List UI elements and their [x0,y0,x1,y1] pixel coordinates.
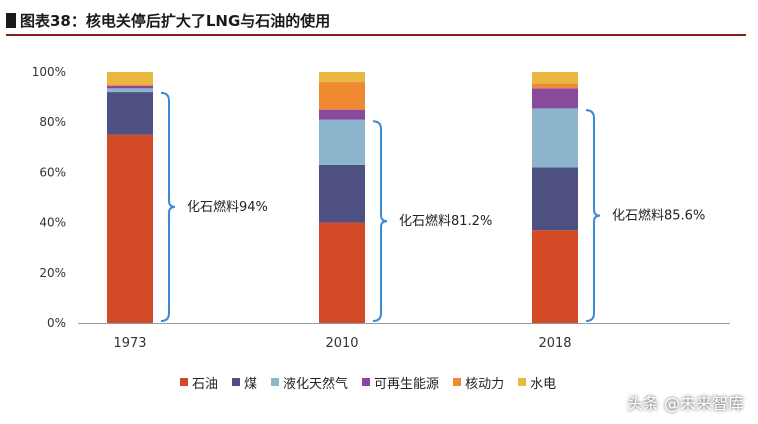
legend-label: 石油 [192,376,219,392]
bar-segment-1973-5 [107,72,153,85]
y-tick-label: 0% [47,316,66,330]
bar-segment-2018-0 [532,230,578,323]
legend-swatch [453,378,462,386]
y-tick-label: 100% [32,65,66,79]
legend-swatch [232,378,241,386]
legend-swatch [362,378,371,386]
legend-swatch [518,378,527,386]
annotation-bracket [160,91,176,322]
annotation-label: 化石燃料94% [187,199,268,215]
bar-segment-2010-0 [319,222,365,323]
bar-segment-1973-4 [107,84,153,86]
bar-segment-1973-2 [107,88,153,93]
title-marker [6,12,16,28]
bar-segment-2018-4 [532,83,578,89]
bar-segment-2010-4 [319,82,365,110]
annotation-bracket [372,120,388,322]
chart-title: 图表38：核电关停后扩大了LNG与石油的使用 [20,11,331,30]
x-tick-label: 2010 [325,336,358,351]
bar-segment-2018-5 [532,72,578,84]
bar-segment-2010-3 [319,109,365,120]
y-tick-label: 60% [39,165,66,179]
bar-segment-2010-2 [319,119,365,165]
title-divider [6,34,746,36]
legend-label: 液化天然气 [283,376,349,392]
legend-item: 石油 [180,373,218,392]
legend-swatch [271,378,280,386]
legend-item: 煤 [232,373,257,392]
x-tick-label: 1973 [113,336,146,351]
legend-item: 液化天然气 [271,373,348,392]
y-tick-label: 40% [39,216,66,230]
legend-label: 核动力 [465,376,505,392]
annotation-label: 化石燃料81.2% [399,213,492,229]
bar-segment-1973-3 [107,85,153,89]
legend-swatch [180,378,188,386]
x-tick-label: 2018 [538,336,571,351]
bar-segment-2010-1 [319,164,365,223]
bar-segment-2018-3 [532,88,578,109]
legend-label: 水电 [530,376,557,392]
bar-segment-2018-2 [532,108,578,168]
bar-segment-2010-5 [319,72,365,83]
legend-label: 可再生能源 [374,376,440,392]
bar-segment-1973-1 [107,92,153,135]
legend-label: 煤 [244,376,258,392]
legend-item: 核动力 [453,373,504,392]
bar-segment-1973-0 [107,134,153,323]
chart-title-row: 图表38：核电关停后扩大了LNG与石油的使用 [6,8,746,32]
annotation-bracket [585,109,601,322]
legend-item: 可再生能源 [362,373,439,392]
watermark: 头条 @未来智库 [626,394,744,413]
legend-item: 水电 [518,373,556,392]
y-tick-label: 20% [39,266,66,280]
chart-legend: 石油 煤 液化天然气 可再生能源 核动力 水电 [180,372,570,392]
y-tick-label: 80% [39,115,66,129]
stacked-bar-chart: 0% 20% 40% 60% 80% 100% 1973 2010 2018 化石燃料94% 化石燃… [32,65,730,351]
bar-segment-2018-1 [532,167,578,231]
annotation-label: 化石燃料85.6% [612,208,705,224]
